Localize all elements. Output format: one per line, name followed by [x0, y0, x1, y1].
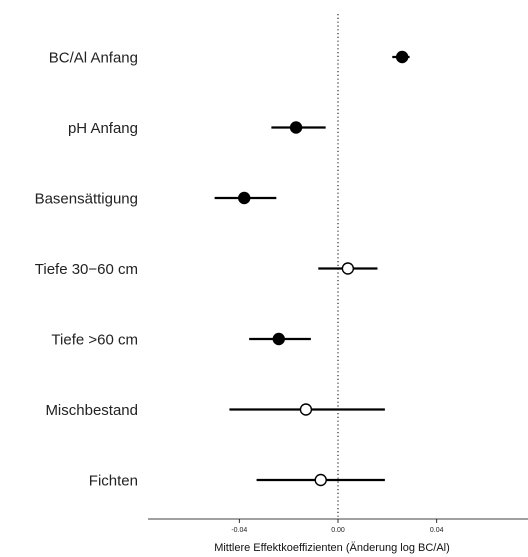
estimate-point-filled: [238, 191, 251, 205]
x-tick-label: -0.04: [231, 527, 247, 534]
category-label: Tiefe 30−60 cm: [35, 261, 138, 278]
category-label: Basensättigung: [35, 191, 138, 208]
forest-row: Tiefe 30−60 cm: [35, 261, 378, 278]
estimate-point-filled: [289, 121, 303, 134]
category-label: Mischbestand: [45, 402, 138, 419]
forest-row: Basensättigung: [35, 191, 277, 208]
category-label: BC/Al Anfang: [49, 50, 138, 67]
estimate-point-open: [299, 403, 313, 416]
category-label: Fichten: [89, 473, 138, 490]
x-tick-label: 0.04: [430, 527, 444, 534]
forest-row: Fichten: [89, 473, 385, 490]
estimate-point-open: [314, 473, 327, 487]
x-tick-label: 0.00: [331, 527, 345, 534]
estimate-point-filled: [272, 332, 285, 346]
category-label: pH Anfang: [68, 120, 138, 137]
category-label: Tiefe >60 cm: [51, 332, 138, 349]
forest-row: Tiefe >60 cm: [51, 332, 311, 349]
forest-row: BC/Al Anfang: [49, 50, 410, 67]
forest-row: Mischbestand: [45, 402, 385, 419]
x-axis-title: Mittlere Effektkoeffizienten (Änderung l…: [214, 542, 450, 554]
estimate-point-open: [341, 262, 355, 275]
forest-row: pH Anfang: [68, 120, 326, 137]
estimate-point-filled: [395, 50, 409, 64]
